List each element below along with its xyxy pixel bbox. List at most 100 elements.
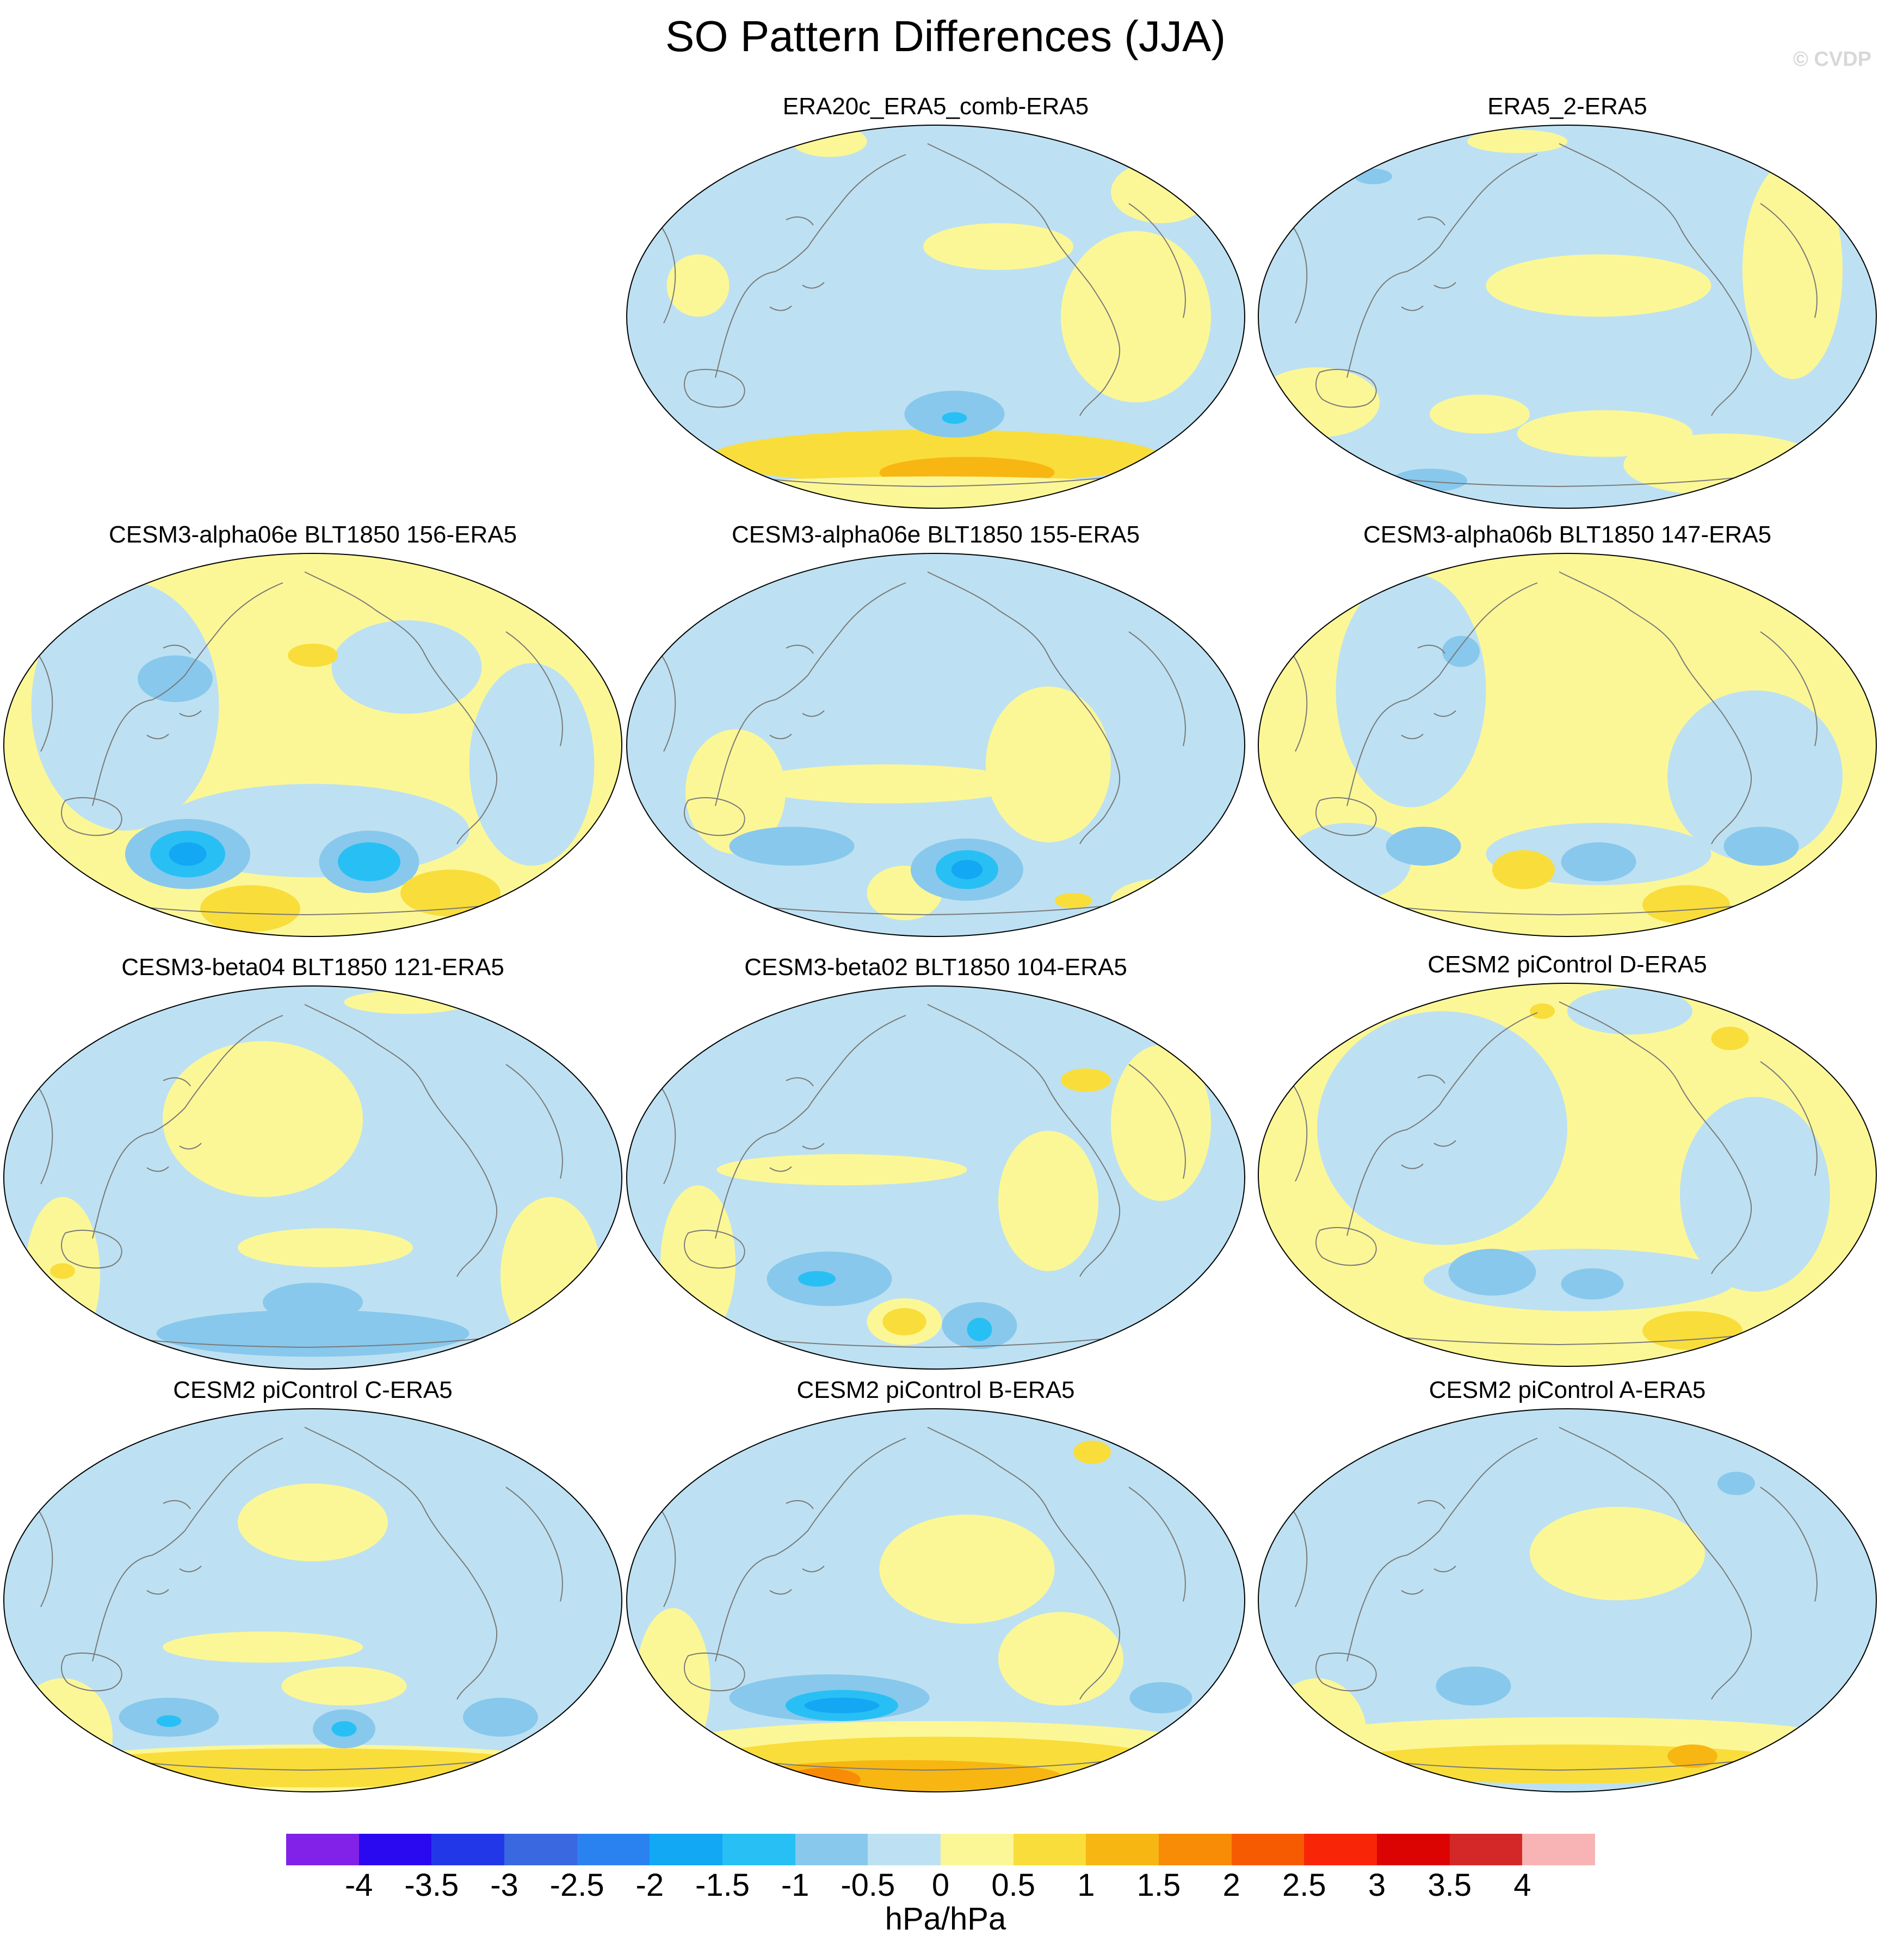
- contour-fill: [1258, 125, 1876, 508]
- anomaly-contour: [1742, 161, 1843, 379]
- anomaly-contour: [716, 1154, 967, 1186]
- coastline: [1287, 1077, 1308, 1182]
- panel-title: CESM3-beta04 BLT1850 121-ERA5: [121, 954, 504, 981]
- colorbar-swatch: [722, 1834, 796, 1865]
- map-panel: CESM2 piControl A-ERA5: [1255, 1375, 1880, 1799]
- anomaly-contour: [1492, 850, 1555, 889]
- coastline: [655, 1503, 676, 1607]
- coastline: [1559, 571, 1752, 845]
- anomaly-contour: [1530, 1003, 1555, 1019]
- anomaly-contour: [1317, 1011, 1567, 1245]
- contour-map: [626, 125, 1245, 509]
- colorbar-label: 1.5: [1136, 1867, 1181, 1903]
- coastlines: [655, 571, 1186, 916]
- map-outline: [3, 1408, 622, 1792]
- coastline: [505, 631, 563, 747]
- coastline: [1401, 216, 1456, 311]
- map-outline: [626, 125, 1245, 509]
- map-panel: CESM3-beta04 BLT1850 121-ERA5: [0, 952, 626, 1377]
- anomaly-contour: [1061, 231, 1211, 403]
- map-panel: CESM2 piControl B-ERA5: [623, 1375, 1249, 1799]
- coastline: [769, 1500, 825, 1595]
- coastline: [1559, 143, 1752, 416]
- colorbar-label: 1: [1077, 1867, 1095, 1903]
- coastline: [146, 1077, 202, 1172]
- map-outline: [626, 553, 1245, 937]
- coastline: [769, 1077, 825, 1172]
- anomaly-contour: [338, 842, 400, 882]
- map-outline: [1258, 553, 1877, 937]
- anomaly-contour: [400, 870, 500, 917]
- colorbar-label: 3.5: [1427, 1867, 1472, 1903]
- panel-title: CESM3-alpha06b BLT1850 147-ERA5: [1363, 521, 1772, 548]
- anomaly-contour: [879, 1514, 1055, 1624]
- anomaly-contour: [50, 1263, 75, 1279]
- contour-map: [626, 553, 1245, 937]
- coastline: [32, 1503, 53, 1607]
- map-outline: [3, 985, 622, 1370]
- anomaly-contour: [942, 412, 967, 424]
- anomaly-contour: [263, 1283, 363, 1322]
- colorbar-label: -2.5: [549, 1867, 604, 1903]
- anomaly-contour: [169, 842, 207, 866]
- colorbar-swatch: [1522, 1834, 1596, 1865]
- contour-fill: [627, 986, 1245, 1369]
- anomaly-contour: [1711, 1026, 1749, 1050]
- contour-map: [3, 553, 622, 937]
- colorbar-label: -1.5: [695, 1867, 750, 1903]
- anomaly-contour: [13, 1678, 113, 1792]
- anomaly-contour: [63, 1748, 563, 1788]
- map-outline: [1258, 983, 1877, 1367]
- anomaly-contour: [31, 581, 219, 831]
- colorbar-swatch: [1377, 1834, 1450, 1865]
- anomaly-contour: [1642, 885, 1730, 924]
- colorbar-label: -1: [781, 1867, 809, 1903]
- anomaly-contour: [1073, 1440, 1111, 1464]
- anomaly-contour: [798, 1271, 836, 1287]
- coastline: [1315, 369, 1377, 408]
- map-outline: [3, 553, 622, 937]
- coastline: [769, 644, 825, 739]
- colorbar-label: 4: [1513, 1867, 1531, 1903]
- coastline: [769, 216, 825, 311]
- anomaly-contour: [1567, 988, 1692, 1035]
- anomaly-contour: [635, 1608, 710, 1764]
- contour-map: [3, 985, 622, 1370]
- anomaly-contour: [1436, 1666, 1511, 1706]
- anomaly-contour: [138, 655, 213, 702]
- anomaly-contour: [998, 1131, 1098, 1271]
- map-panel: CESM2 piControl D-ERA5: [1255, 950, 1880, 1374]
- colorbar-label: -2: [635, 1867, 664, 1903]
- colorbar-swatch: [1013, 1834, 1086, 1865]
- map-panel: CESM3-alpha06e BLT1850 155-ERA5: [623, 520, 1249, 944]
- map-panel: CESM3-alpha06e BLT1850 156-ERA5: [0, 520, 626, 944]
- anomaly-contour: [1386, 827, 1461, 866]
- contour-map: [1258, 553, 1877, 937]
- contour-fill: [627, 125, 1245, 508]
- anomaly-contour: [1623, 433, 1824, 496]
- colorbar-label: -0.5: [841, 1867, 895, 1903]
- coastline: [1760, 631, 1818, 747]
- coastline: [1760, 1487, 1818, 1602]
- anomaly-contour: [163, 1041, 363, 1197]
- colorbar-swatch: [941, 1834, 1014, 1865]
- contour-map: [3, 1408, 622, 1792]
- anomaly-contour: [1561, 1268, 1624, 1300]
- panel-title: ERA20c_ERA5_comb-ERA5: [782, 93, 1089, 120]
- anomaly-contour: [1717, 1471, 1755, 1495]
- map-panel: CESM3-beta02 BLT1850 104-ERA5: [623, 952, 1249, 1377]
- coastline: [684, 369, 745, 408]
- coastline: [92, 1438, 283, 1662]
- anomaly-contour: [1061, 1068, 1111, 1092]
- anomaly-contour: [1330, 1744, 1805, 1784]
- coastline: [1128, 203, 1186, 318]
- base-field: [4, 1409, 622, 1792]
- coastline: [304, 571, 498, 845]
- coastline: [1287, 648, 1308, 752]
- coastline: [1128, 631, 1186, 747]
- coastline: [655, 219, 676, 324]
- anomaly-contour: [748, 764, 1023, 804]
- contour-fill: [1258, 553, 1876, 936]
- anomaly-contour: [804, 1698, 880, 1714]
- coastline: [927, 1427, 1121, 1700]
